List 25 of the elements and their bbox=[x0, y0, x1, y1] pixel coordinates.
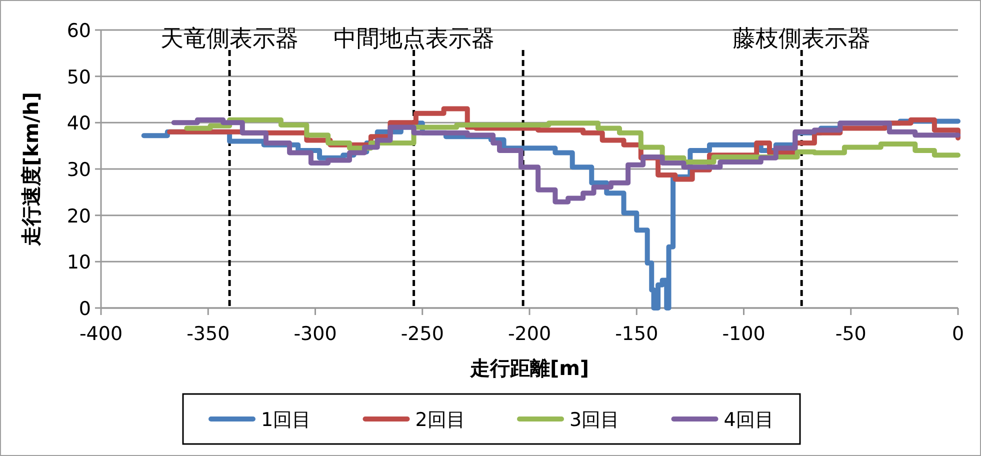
y-axis-title: 走行速度[km/h] bbox=[19, 92, 43, 247]
legend-label: 4回目 bbox=[724, 409, 774, 431]
ref-line-label: 天竜側表示器 bbox=[160, 26, 299, 52]
y-tick-label: 50 bbox=[66, 66, 91, 88]
y-tick-label: 10 bbox=[66, 252, 91, 274]
legend-label: 1回目 bbox=[261, 409, 312, 431]
y-tick-label: 60 bbox=[66, 20, 91, 42]
y-tick-label: 0 bbox=[78, 298, 91, 320]
x-tick-label: -350 bbox=[186, 323, 230, 345]
legend-label: 2回目 bbox=[415, 409, 466, 431]
ref-line-label: 中間地点表示器 bbox=[333, 26, 494, 52]
x-tick-label: -250 bbox=[400, 323, 444, 345]
x-tick-label: -50 bbox=[835, 323, 866, 345]
x-tick-label: 0 bbox=[952, 323, 964, 345]
y-tick-label: 20 bbox=[66, 205, 91, 228]
x-tick-label: -300 bbox=[294, 323, 337, 345]
x-tick-label: -200 bbox=[508, 323, 552, 345]
x-tick-label: -400 bbox=[79, 323, 123, 345]
y-tick-label: 40 bbox=[66, 112, 91, 135]
x-tick-label: -100 bbox=[722, 323, 766, 345]
ref-line-label: 藤枝側表示器 bbox=[732, 26, 871, 52]
legend-label: 3回目 bbox=[570, 409, 620, 431]
x-tick-label: -150 bbox=[615, 323, 658, 345]
y-tick-label: 30 bbox=[66, 159, 91, 181]
x-axis-title: 走行距離[m] bbox=[468, 356, 590, 380]
